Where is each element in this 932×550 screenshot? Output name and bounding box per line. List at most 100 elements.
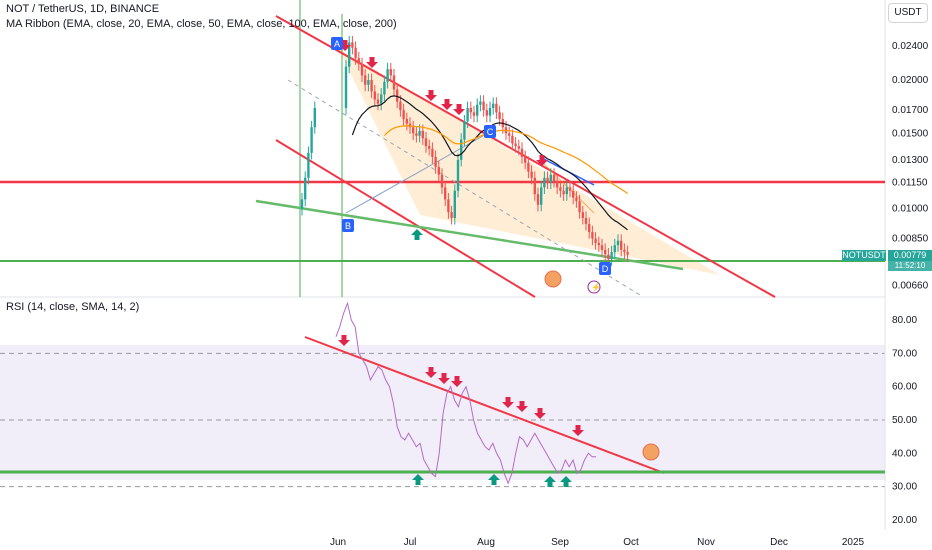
up-arrow-icon — [560, 476, 572, 487]
candle-body — [392, 75, 396, 90]
candle-body — [511, 135, 514, 144]
rsi-tick-label: 30.00 — [892, 482, 917, 493]
candle-body — [520, 148, 524, 157]
candle-body — [354, 47, 357, 59]
candle-body — [514, 143, 517, 147]
emoji-marker-icon — [544, 270, 562, 288]
ma-ribbon-legend: MA Ribbon (EMA, close, 20, EMA, close, 5… — [6, 18, 397, 30]
candle-body — [607, 254, 610, 260]
channel-lower-line — [275, 139, 536, 298]
candle-body — [562, 190, 565, 195]
last-price-tag: NOTUSDT 0.00779 11:52:10 — [842, 250, 932, 271]
candle-body — [405, 119, 408, 124]
candles-group — [300, 36, 629, 266]
time-axis: Jun Jul Aug Sep Oct Nov Dec 2025 — [330, 537, 865, 548]
candle-body — [485, 110, 488, 116]
candle-body — [424, 138, 428, 147]
candle-body — [434, 156, 437, 168]
candle-body — [591, 232, 594, 239]
down-arrow-icon — [339, 40, 351, 51]
candle-body — [604, 249, 607, 255]
candle-body — [623, 249, 626, 253]
candle-body — [376, 99, 380, 104]
wedge-ab-line — [345, 131, 491, 214]
candle-body — [444, 187, 447, 200]
candle-body — [488, 107, 492, 116]
point-label-badge — [331, 37, 343, 50]
candle-body — [517, 146, 520, 149]
price-tick-label: 0.00850 — [892, 234, 929, 245]
candle-body — [536, 194, 540, 205]
down-arrow-icon — [441, 99, 453, 110]
up-arrow-icon — [544, 476, 556, 487]
candle-body — [304, 177, 307, 200]
price-tick-label: 0.01700 — [892, 105, 929, 116]
rsi-tick-label: 70.00 — [892, 348, 917, 359]
candle-body — [463, 121, 466, 140]
candle-body — [357, 58, 360, 65]
candle-body — [460, 139, 463, 160]
candle-body — [389, 69, 392, 76]
candle-body — [546, 177, 549, 183]
down-arrow-icon — [534, 408, 546, 419]
rsi-tick-label: 20.00 — [892, 515, 917, 526]
candle-body — [482, 101, 485, 111]
candle-body — [549, 174, 552, 183]
candle-body — [428, 146, 431, 149]
point-label-badge — [599, 262, 611, 275]
candle-body — [584, 217, 588, 224]
price-tick-label: 0.01300 — [892, 155, 929, 166]
price-tick-label: 0.01000 — [892, 203, 929, 214]
candle-body — [559, 187, 562, 191]
price-tick-label: 0.01150 — [892, 178, 928, 189]
point-label-text: D — [602, 264, 609, 274]
lightning-glyph: ⚡ — [591, 282, 601, 292]
ma-ribbon-line-2 — [383, 125, 628, 194]
candle-body — [431, 148, 434, 157]
candle-body — [543, 177, 546, 188]
rsi-legend: RSI (14, close, SMA, 14, 2) — [6, 301, 140, 313]
rsi-downtrend-line — [304, 336, 665, 474]
rsi-axis: 80.00 70.00 60.00 50.00 40.00 30.00 20.00 — [892, 315, 917, 526]
candle-body — [351, 42, 354, 48]
candle-body — [552, 174, 556, 181]
candle-body — [364, 75, 367, 85]
currency-button[interactable]: USDT — [888, 3, 928, 23]
down-arrow-icon — [572, 425, 584, 436]
arrows-group — [338, 40, 584, 487]
candle-body — [418, 130, 421, 136]
time-tick-label: Jul — [404, 537, 417, 548]
candle-body — [300, 199, 304, 209]
candle-body — [412, 127, 415, 134]
down-arrow-icon — [516, 401, 528, 412]
candle-body — [344, 66, 348, 108]
candle-body — [380, 94, 383, 104]
rsi-tick-label: 80.00 — [892, 315, 917, 326]
candle-body — [313, 107, 316, 128]
rsi-tick-label: 50.00 — [892, 415, 917, 426]
candle-body — [530, 171, 533, 178]
candle-body — [527, 162, 530, 172]
time-tick-label: Oct — [623, 537, 639, 548]
point-label-text: A — [334, 39, 340, 49]
price-tick-label: 0.00660 — [892, 280, 929, 291]
candle-body — [373, 91, 376, 100]
candle-body — [399, 101, 402, 111]
candle-body — [498, 112, 501, 120]
rsi-tick-label: 40.00 — [892, 448, 917, 459]
candle-body — [492, 103, 495, 108]
candle-body — [533, 177, 536, 195]
time-tick-label: Nov — [697, 537, 715, 548]
candle-body — [572, 190, 575, 198]
point-label-badge — [342, 219, 354, 232]
candle-body — [367, 80, 370, 85]
time-tick-label: Jun — [330, 537, 346, 548]
candle-body — [495, 103, 498, 113]
candle-body — [383, 81, 386, 95]
price-tick-label: 0.02000 — [892, 75, 929, 86]
candle-body — [402, 110, 405, 120]
time-tick-label: 2025 — [842, 537, 865, 548]
down-arrow-icon — [338, 335, 350, 346]
point-labels-group: A B C D — [331, 37, 611, 275]
